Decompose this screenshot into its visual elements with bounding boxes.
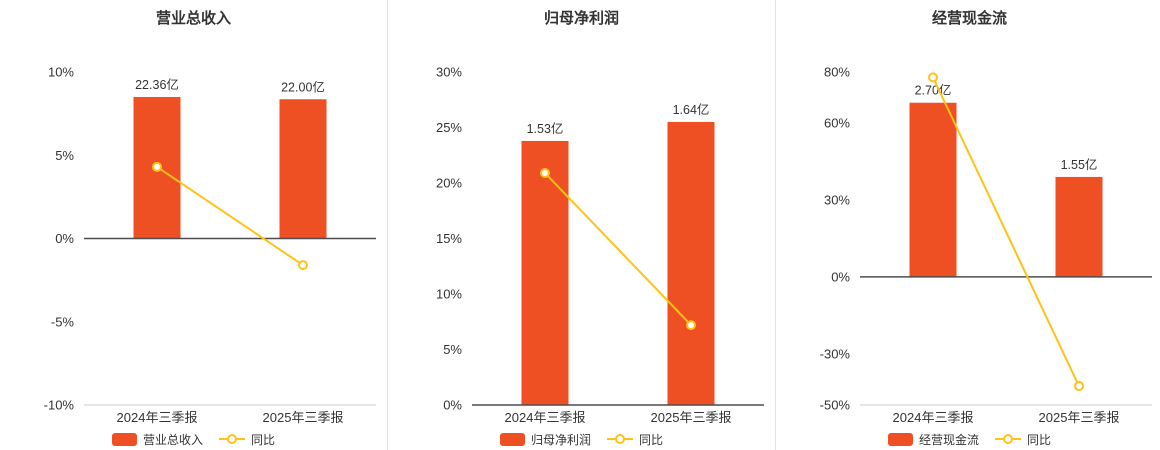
bar-value-label: 1.64亿 [673, 102, 710, 117]
x-axis-label: 2024年三季报 [117, 410, 198, 425]
x-axis-label: 2025年三季报 [651, 410, 732, 425]
legend-item-bar[interactable]: 营业总收入 [111, 431, 203, 448]
yoy-point [686, 320, 696, 331]
bar [521, 140, 569, 405]
chart-title-cash-flow: 经营现金流 [931, 10, 1007, 27]
legend-label-bar: 营业总收入 [142, 432, 203, 447]
y-tick-label: 5% [55, 148, 74, 163]
y-tick-label: 0% [831, 269, 850, 284]
legend-item-bar[interactable]: 经营现金流 [887, 431, 979, 448]
bar [1055, 176, 1103, 277]
y-tick-label: 20% [436, 176, 462, 191]
legend-label-bar: 经营现金流 [918, 432, 979, 447]
y-tick-label: 0% [55, 231, 74, 246]
y-tick-label: 10% [436, 287, 462, 302]
legend-item-bar[interactable]: 归母净利润 [499, 431, 591, 448]
chart-panel-net-profit: 归母净利润 0% 5% 10% 15% 20% 25% 30% 1.53亿 1.64亿 2024年… [388, 0, 776, 450]
y-tick-label: -5% [51, 314, 75, 329]
chart-canvas-revenue: -10% -5% 0% 5% 10% 22.36亿 22.00亿 2024年三季报 2025年三… [44, 65, 376, 425]
bar [909, 102, 957, 277]
line-swatch-icon [995, 434, 1021, 444]
bar-value-label: 22.00亿 [281, 79, 325, 94]
x-axis-label: 2025年三季报 [263, 410, 344, 425]
y-tick-label: 80% [824, 65, 850, 80]
y-tick-label: 30% [436, 65, 462, 80]
y-tick-label: 0% [443, 398, 462, 413]
yoy-trend-line [156, 165, 304, 267]
chart-panel-revenue: 营业总收入 -10% -5% 0% 5% 10% 22.36亿 22.00亿 2024年三季报… [0, 0, 388, 450]
chart-legend-revenue: 营业总收入 同比 [0, 428, 387, 450]
bar-swatch-icon [111, 432, 137, 446]
chart-legend-net-profit: 归母净利润 同比 [388, 428, 775, 450]
yoy-point [1074, 381, 1084, 392]
yoy-point [152, 161, 162, 172]
y-tick-label: -50% [820, 398, 851, 413]
y-tick-label: 60% [824, 116, 850, 131]
yoy-point [928, 72, 938, 83]
bar-value-label: 1.55亿 [1061, 157, 1098, 172]
legend-label-bar: 归母净利润 [530, 432, 591, 447]
yoy-point [298, 260, 308, 271]
legend-label-line: 同比 [639, 432, 664, 447]
chart-canvas-cash-flow: -50% -30% 0% 30% 60% 80% 2.70亿 1.55亿 2024年三季报 202… [820, 65, 1152, 425]
chart-title-revenue: 营业总收入 [155, 10, 231, 27]
legend-label-line: 同比 [1027, 432, 1052, 447]
bar-value-label: 1.53亿 [527, 121, 564, 136]
y-tick-label: 15% [436, 231, 462, 246]
bar [667, 121, 715, 405]
y-tick-label: -10% [44, 398, 75, 413]
chart-title-net-profit: 归母净利润 [543, 10, 619, 27]
x-axis-label: 2024年三季报 [893, 410, 974, 425]
bar [279, 99, 327, 239]
y-tick-label: -30% [820, 346, 851, 361]
chart-canvas-net-profit: 0% 5% 10% 15% 20% 25% 30% 1.53亿 1.64亿 2024年三季报 202… [436, 65, 764, 425]
legend-item-line[interactable]: 同比 [219, 431, 275, 448]
legend-item-line[interactable]: 同比 [607, 431, 663, 448]
legend-label-line: 同比 [251, 432, 276, 447]
y-tick-label: 5% [443, 342, 462, 357]
yoy-trend-line [544, 172, 692, 327]
bar-swatch-icon [499, 432, 525, 446]
y-tick-label: 30% [824, 193, 850, 208]
line-swatch-icon [607, 434, 633, 444]
bar-value-label: 22.36亿 [135, 77, 179, 92]
chart-legend-cash-flow: 经营现金流 同比 [776, 428, 1160, 450]
line-swatch-icon [219, 434, 245, 444]
x-axis-label: 2025年三季报 [1039, 410, 1120, 425]
bar-swatch-icon [887, 432, 913, 446]
legend-item-line[interactable]: 同比 [995, 431, 1051, 448]
y-tick-label: 10% [48, 65, 74, 80]
chart-panel-cash-flow: 经营现金流 -50% -30% 0% 30% 60% 80% 2.70亿 1.55亿 2024年… [776, 0, 1160, 450]
bar-value-label: 2.70亿 [915, 83, 952, 98]
yoy-point [540, 168, 550, 179]
y-tick-label: 25% [436, 120, 462, 135]
x-axis-label: 2024年三季报 [505, 410, 586, 425]
yoy-trend-line [932, 76, 1080, 388]
